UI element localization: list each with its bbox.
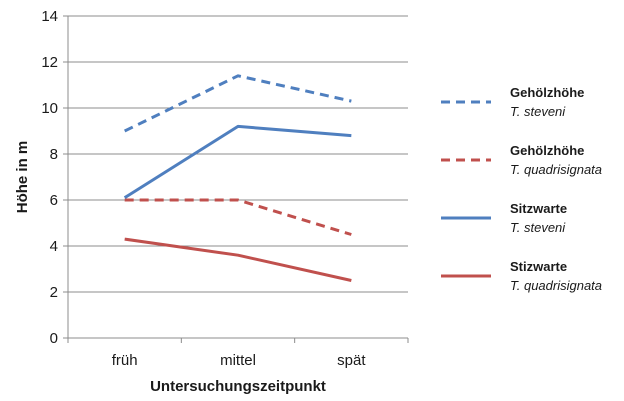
legend: Gehölzhöhe T. steveni Gehölzhöhe T. quadris… [441,85,602,293]
legend-label: Gehölzhöhe [510,85,584,100]
x-axis-title: Untersuchungszeitpunkt [150,378,326,395]
legend-label: Sitzwarte [510,201,567,216]
legend-label: Stizwarte [510,259,567,274]
x-tick-label: mittel [220,352,256,369]
legend-species-label: T. quadrisignata [510,278,602,293]
series-line-2 [124,198,352,236]
axes [63,15,409,343]
x-tick-label: früh [112,352,138,369]
y-tick-label: 10 [41,100,58,117]
series-line-1 [124,74,352,133]
y-tick-label: 6 [50,192,58,209]
y-tick-label: 0 [50,330,58,347]
y-tick-label: 14 [41,8,58,25]
series-line-4 [124,237,352,282]
x-tick-labels: früh mittel spät [112,352,367,369]
legend-species-label: T. steveni [510,220,566,235]
series-line-3 [123,124,352,199]
x-tick-label: spät [337,352,366,369]
legend-entry-1: Gehölzhöhe T. steveni [441,85,584,119]
grid [68,15,408,293]
legend-entry-2: Gehölzhöhe T. quadrisignata [441,143,602,177]
series-lines [123,74,352,282]
legend-label: Gehölzhöhe [510,143,584,158]
y-axis-title: Höhe in m [14,141,31,214]
legend-entry-4: Stizwarte T. quadrisignata [441,259,602,293]
legend-species-label: T. steveni [510,104,566,119]
legend-species-label: T. quadrisignata [510,162,602,177]
y-tick-labels: 0 2 4 6 8 10 12 14 [41,8,58,347]
legend-entry-3: Sitzwarte T. steveni [441,201,567,235]
y-tick-label: 8 [50,146,58,163]
y-tick-label: 12 [41,54,58,71]
y-tick-label: 4 [50,238,58,255]
y-tick-label: 2 [50,284,58,301]
